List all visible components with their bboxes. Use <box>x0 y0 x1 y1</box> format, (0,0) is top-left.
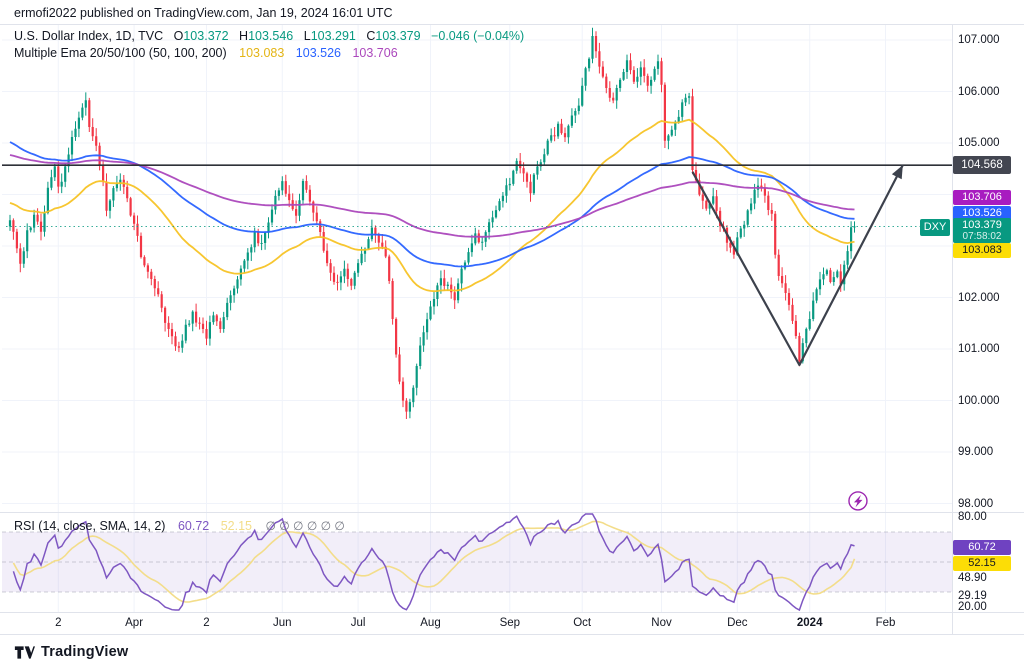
rsi-title: RSI (14, close, SMA, 14, 2) <box>14 519 166 533</box>
change-value: −0.046 (−0.04%) <box>431 29 525 43</box>
badge-value: 103.706 <box>962 190 1002 203</box>
high-value: 103.546 <box>248 29 294 43</box>
time-axis-tick-Apr: Apr <box>125 617 144 629</box>
ema200-value: 103.706 <box>352 46 398 60</box>
price-axis-label: 102.000 <box>958 291 1000 304</box>
price-axis-label: 107.000 <box>958 34 1000 46</box>
close-label: C <box>366 29 376 43</box>
rsi-line <box>12 513 855 612</box>
rsi-axis-badge-6072: 60.72 <box>953 540 1011 555</box>
publish-byline: ermofi2022 published on TradingView.com,… <box>14 6 393 20</box>
rsi-axis-label: 29.19 <box>958 590 987 602</box>
rsi-axis-label: 20.00 <box>958 601 987 613</box>
price-axis-label: 99.000 <box>958 446 994 458</box>
time-axis-tick-2: 2 <box>55 617 62 629</box>
rsi-axis-badge-5215: 52.15 <box>953 556 1011 571</box>
rsi-value: 60.72 <box>177 519 210 533</box>
arrow-head <box>891 165 903 180</box>
time-axis-tick-Jul: Jul <box>350 617 366 629</box>
badge-time: 07:58:02 <box>962 231 1002 242</box>
open-value: 103.372 <box>183 29 229 43</box>
candles-layer <box>8 27 856 419</box>
badge-value: 104.568 <box>961 159 1003 171</box>
ema-200-line <box>9 154 855 238</box>
low-value: 103.291 <box>310 29 356 43</box>
time-axis-tick-Jun: Jun <box>273 617 292 629</box>
time-axis-tick-Sep: Sep <box>499 617 521 629</box>
time-axis-tick-2024: 2024 <box>796 617 823 629</box>
time-axis-tick-Nov: Nov <box>651 617 672 629</box>
price-axis-label: 101.000 <box>958 343 1000 355</box>
price-axis-label: 106.000 <box>958 85 1000 98</box>
price-axis-label: 100.000 <box>958 394 1000 407</box>
ema-50-line <box>9 118 855 293</box>
ema-indicator-legend[interactable]: Multiple Ema 20/50/100 (50, 100, 200) 10… <box>14 46 398 60</box>
ema50-value: 103.083 <box>239 46 285 60</box>
time-axis-tick-Feb: Feb <box>875 617 896 629</box>
close-value: 103.379 <box>375 29 421 43</box>
time-axis-tick-Oct: Oct <box>573 617 592 629</box>
price-axis-badge-103379: 103.379 07:58:02 <box>953 218 1011 243</box>
lightning-marker[interactable] <box>848 491 868 511</box>
ema-title: Multiple Ema 20/50/100 (50, 100, 200) <box>14 46 227 60</box>
ema100-value: 103.526 <box>295 46 341 60</box>
ema-100-line <box>9 141 855 268</box>
rsi-empty-plots: ∅ ∅ ∅ ∅ ∅ ∅ <box>265 519 345 533</box>
time-axis-tick-Aug: Aug <box>420 617 441 629</box>
rsi-axis-label: 48.90 <box>958 572 987 585</box>
price-axis-badge-104568: 104.568 <box>953 156 1011 174</box>
rsi-axis-label: 80.00 <box>958 511 987 523</box>
rsi-sma-line <box>12 520 856 603</box>
time-axis-tick-2: 2 <box>203 617 210 629</box>
high-label: H <box>239 29 249 43</box>
rsi-indicator-legend[interactable]: RSI (14, close, SMA, 14, 2) 60.72 52.15 … <box>14 519 345 533</box>
badge-value: 103.526 <box>962 207 1002 219</box>
low-label: L <box>303 29 311 43</box>
price-axis-badge-103083: 103.083 <box>953 242 1011 258</box>
price-axis-badge-103706: 103.706 <box>953 189 1011 205</box>
tradingview-logo-text: TradingView <box>41 644 129 660</box>
tradingview-logo[interactable]: TradingView <box>14 644 128 660</box>
price-axis-label: 98.000 <box>958 497 994 510</box>
trend-line-drawing[interactable] <box>691 164 904 367</box>
open-label: O <box>173 29 184 43</box>
rsi-level-lines <box>2 531 952 593</box>
price-gridlines <box>2 39 952 504</box>
symbol-title: U.S. Dollar Index, 1D, TVC <box>14 29 164 43</box>
badge-value: 103.083 <box>962 243 1002 256</box>
pane-separators <box>0 24 1024 635</box>
symbol-legend[interactable]: U.S. Dollar Index, 1D, TVC O103.372 H103… <box>14 29 524 43</box>
rsi-sma-value: 52.15 <box>220 519 252 533</box>
symbol-price-tag: DXY <box>920 219 950 236</box>
badge-value: 103.379 <box>962 219 1002 231</box>
tradingview-logo-icon <box>14 645 35 659</box>
time-axis-tick-Dec: Dec <box>727 617 748 629</box>
price-axis-label: 105.000 <box>958 137 1000 149</box>
price-axis-badge-103526: 103.526 <box>953 206 1011 221</box>
